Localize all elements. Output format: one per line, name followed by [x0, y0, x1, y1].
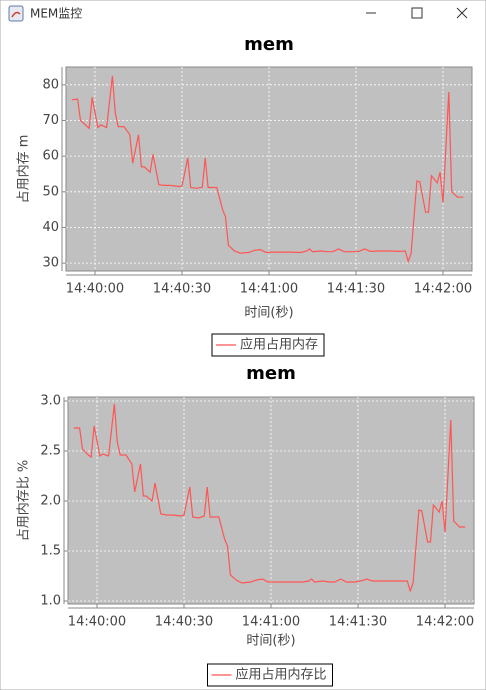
- y-tick-label: 50: [42, 184, 59, 199]
- y-axis-label: 占用内存 m: [16, 135, 32, 204]
- plot-area: [67, 396, 475, 605]
- maximize-button[interactable]: [411, 7, 423, 19]
- x-tick-label: 14:42:00: [414, 282, 472, 297]
- legend-label: 应用占用内存: [240, 337, 318, 353]
- y-tick-label: 3.0: [40, 394, 61, 409]
- x-tick-label: 14:41:30: [329, 615, 387, 630]
- window-title: MEM监控: [30, 7, 82, 21]
- x-tick-label: 14:40:00: [68, 615, 126, 630]
- chart-title: mem: [246, 363, 296, 384]
- x-axis-label: 时间(秒): [246, 634, 295, 649]
- x-tick-label: 14:42:00: [416, 615, 474, 630]
- close-button[interactable]: [456, 7, 468, 19]
- legend-box: [206, 663, 334, 687]
- y-axis-label: 占用内存比 %: [16, 460, 32, 542]
- data-line: [71, 75, 464, 264]
- y-tick-label: 40: [42, 220, 59, 235]
- x-axis-label: 时间(秒): [244, 306, 293, 321]
- x-tick-label: 14:41:00: [240, 282, 298, 297]
- y-tick-label: 1.5: [40, 544, 61, 559]
- x-tick-label: 14:41:00: [242, 615, 300, 630]
- data-line: [73, 403, 466, 593]
- y-tick-label: 80: [42, 77, 59, 92]
- x-tick-label: 14:41:30: [327, 282, 385, 297]
- legend-box: [211, 333, 325, 357]
- y-tick-label: 30: [42, 256, 59, 271]
- app-icon-mark: [11, 11, 21, 18]
- legend-label: 应用占用内存比: [235, 667, 326, 683]
- x-tick-label: 14:40:00: [66, 282, 124, 297]
- y-tick-label: 2.0: [40, 494, 61, 509]
- x-tick-label: 14:40:30: [155, 615, 213, 630]
- y-tick-label: 2.5: [40, 444, 61, 459]
- chart-title: mem: [244, 34, 294, 55]
- y-tick-label: 1.0: [40, 594, 61, 609]
- y-tick-label: 70: [42, 113, 59, 128]
- y-tick-label: 60: [42, 149, 59, 164]
- x-tick-label: 14:40:30: [153, 282, 211, 297]
